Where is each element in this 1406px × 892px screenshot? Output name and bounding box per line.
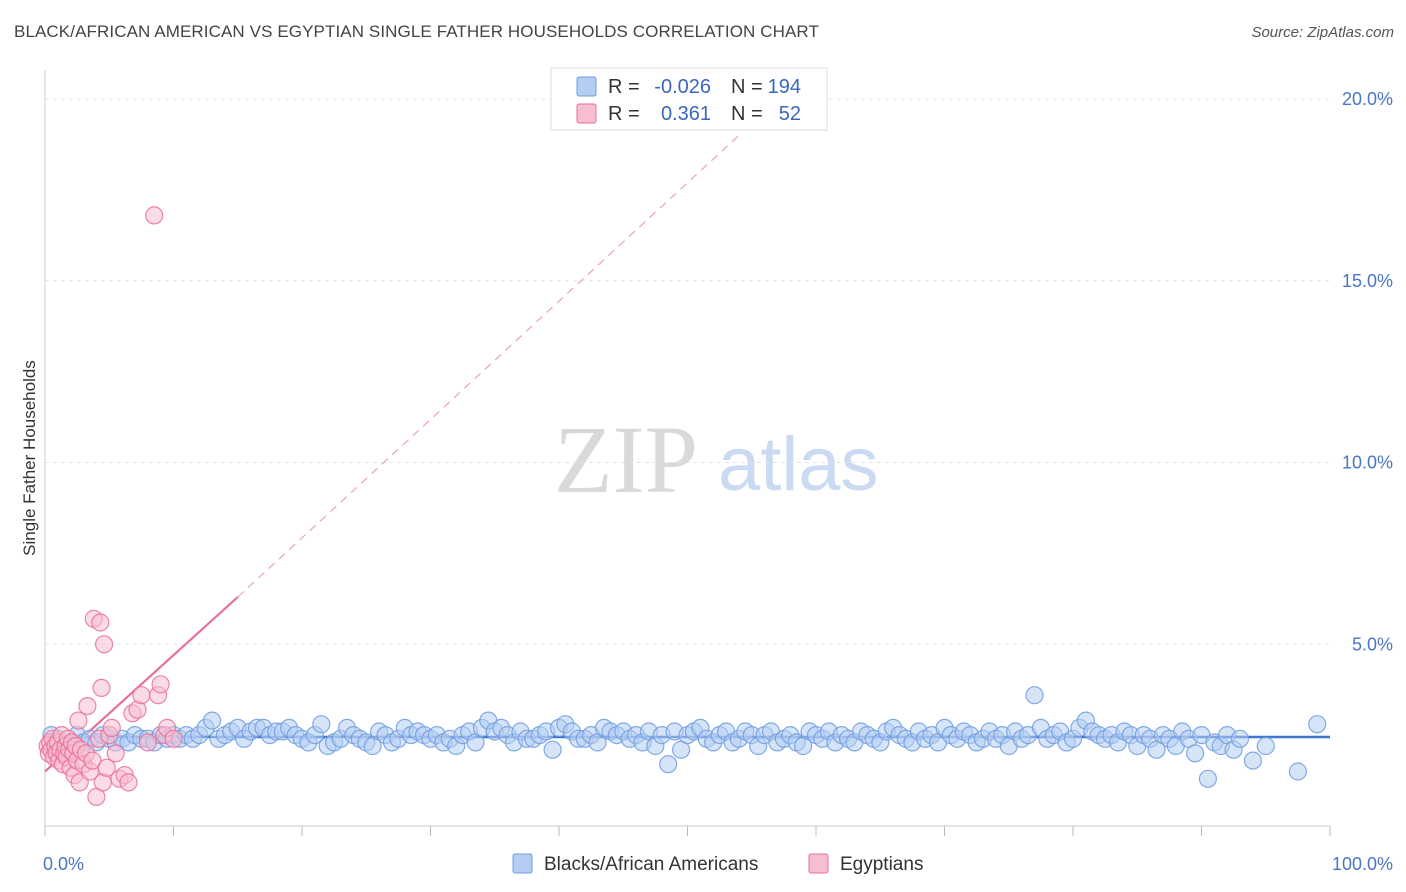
gridlines	[45, 98, 1330, 645]
stats-legend-swatch-pink	[576, 103, 597, 124]
point-egyptians	[102, 718, 121, 738]
point-blacks	[1230, 729, 1250, 748]
point-blacks	[1256, 736, 1275, 756]
stats-n-value-1: 194	[768, 76, 801, 98]
point-egyptians	[132, 686, 151, 705]
stats-n-value-2: 52	[779, 103, 801, 125]
series-legend: Blacks/African Americans Egyptians	[512, 853, 923, 875]
point-egyptians	[164, 729, 183, 748]
x-tick-label-min: 0.0%	[43, 854, 84, 874]
point-blacks	[312, 715, 331, 734]
data-points	[38, 206, 1327, 807]
legend-swatch-blacks	[512, 853, 533, 874]
point-blacks	[543, 740, 562, 759]
point-blacks	[1243, 751, 1263, 770]
y-tick-label: 10.0%	[1342, 453, 1393, 473]
point-egyptians	[78, 696, 97, 716]
watermark: ZIP atlas	[554, 406, 879, 513]
legend-swatch-egyptians	[808, 853, 829, 874]
stats-r-value-1: -0.026	[654, 76, 711, 98]
watermark-zip: ZIP	[554, 406, 698, 513]
y-tick-label: 20.0%	[1342, 89, 1393, 109]
stats-r-value-2: 0.361	[661, 103, 711, 125]
point-egyptians	[119, 773, 138, 792]
point-blacks	[1198, 769, 1218, 788]
y-tick-label: 5.0%	[1352, 634, 1393, 654]
point-egyptians	[97, 758, 116, 777]
stats-legend-swatch-blue	[576, 76, 597, 97]
y-axis-title: Single Father Households	[20, 360, 39, 556]
point-egyptians	[83, 751, 102, 770]
point-blacks	[1025, 686, 1044, 705]
trend-line-egyptians-extended	[237, 134, 740, 598]
tick-labels: 5.0% 10.0% 15.0% 20.0% 0.0% 100.0%	[43, 89, 1393, 874]
point-egyptians	[138, 733, 157, 752]
point-egyptians	[92, 678, 111, 698]
chart-title: BLACK/AFRICAN AMERICAN VS EGYPTIAN SINGL…	[14, 22, 819, 41]
point-blacks	[1288, 762, 1308, 781]
stats-n-label-1: N =	[731, 76, 763, 98]
point-egyptians	[145, 206, 164, 225]
point-blacks	[659, 755, 678, 774]
legend-label-blacks: Blacks/African Americans	[544, 854, 758, 875]
x-tick-label-max: 100.0%	[1332, 854, 1393, 874]
point-egyptians	[151, 675, 170, 694]
point-egyptians	[94, 635, 114, 654]
point-blacks	[1185, 744, 1205, 763]
legend-label-egyptians: Egyptians	[840, 854, 923, 875]
source-label: Source: ZipAtlas.com	[1251, 24, 1394, 41]
axes	[44, 70, 1331, 836]
stats-legend: R = -0.026 N = 194 R = 0.361 N = 52	[550, 67, 828, 131]
point-egyptians	[69, 711, 88, 730]
point-blacks	[1308, 715, 1327, 734]
point-egyptians	[106, 744, 125, 763]
point-egyptians	[91, 613, 110, 632]
stats-r-label-1: R =	[608, 76, 640, 98]
y-tick-label: 15.0%	[1342, 271, 1393, 291]
stats-n-label-2: N =	[731, 103, 763, 125]
point-blacks	[203, 711, 222, 730]
watermark-atlas: atlas	[718, 422, 879, 507]
stats-r-label-2: R =	[608, 103, 640, 125]
